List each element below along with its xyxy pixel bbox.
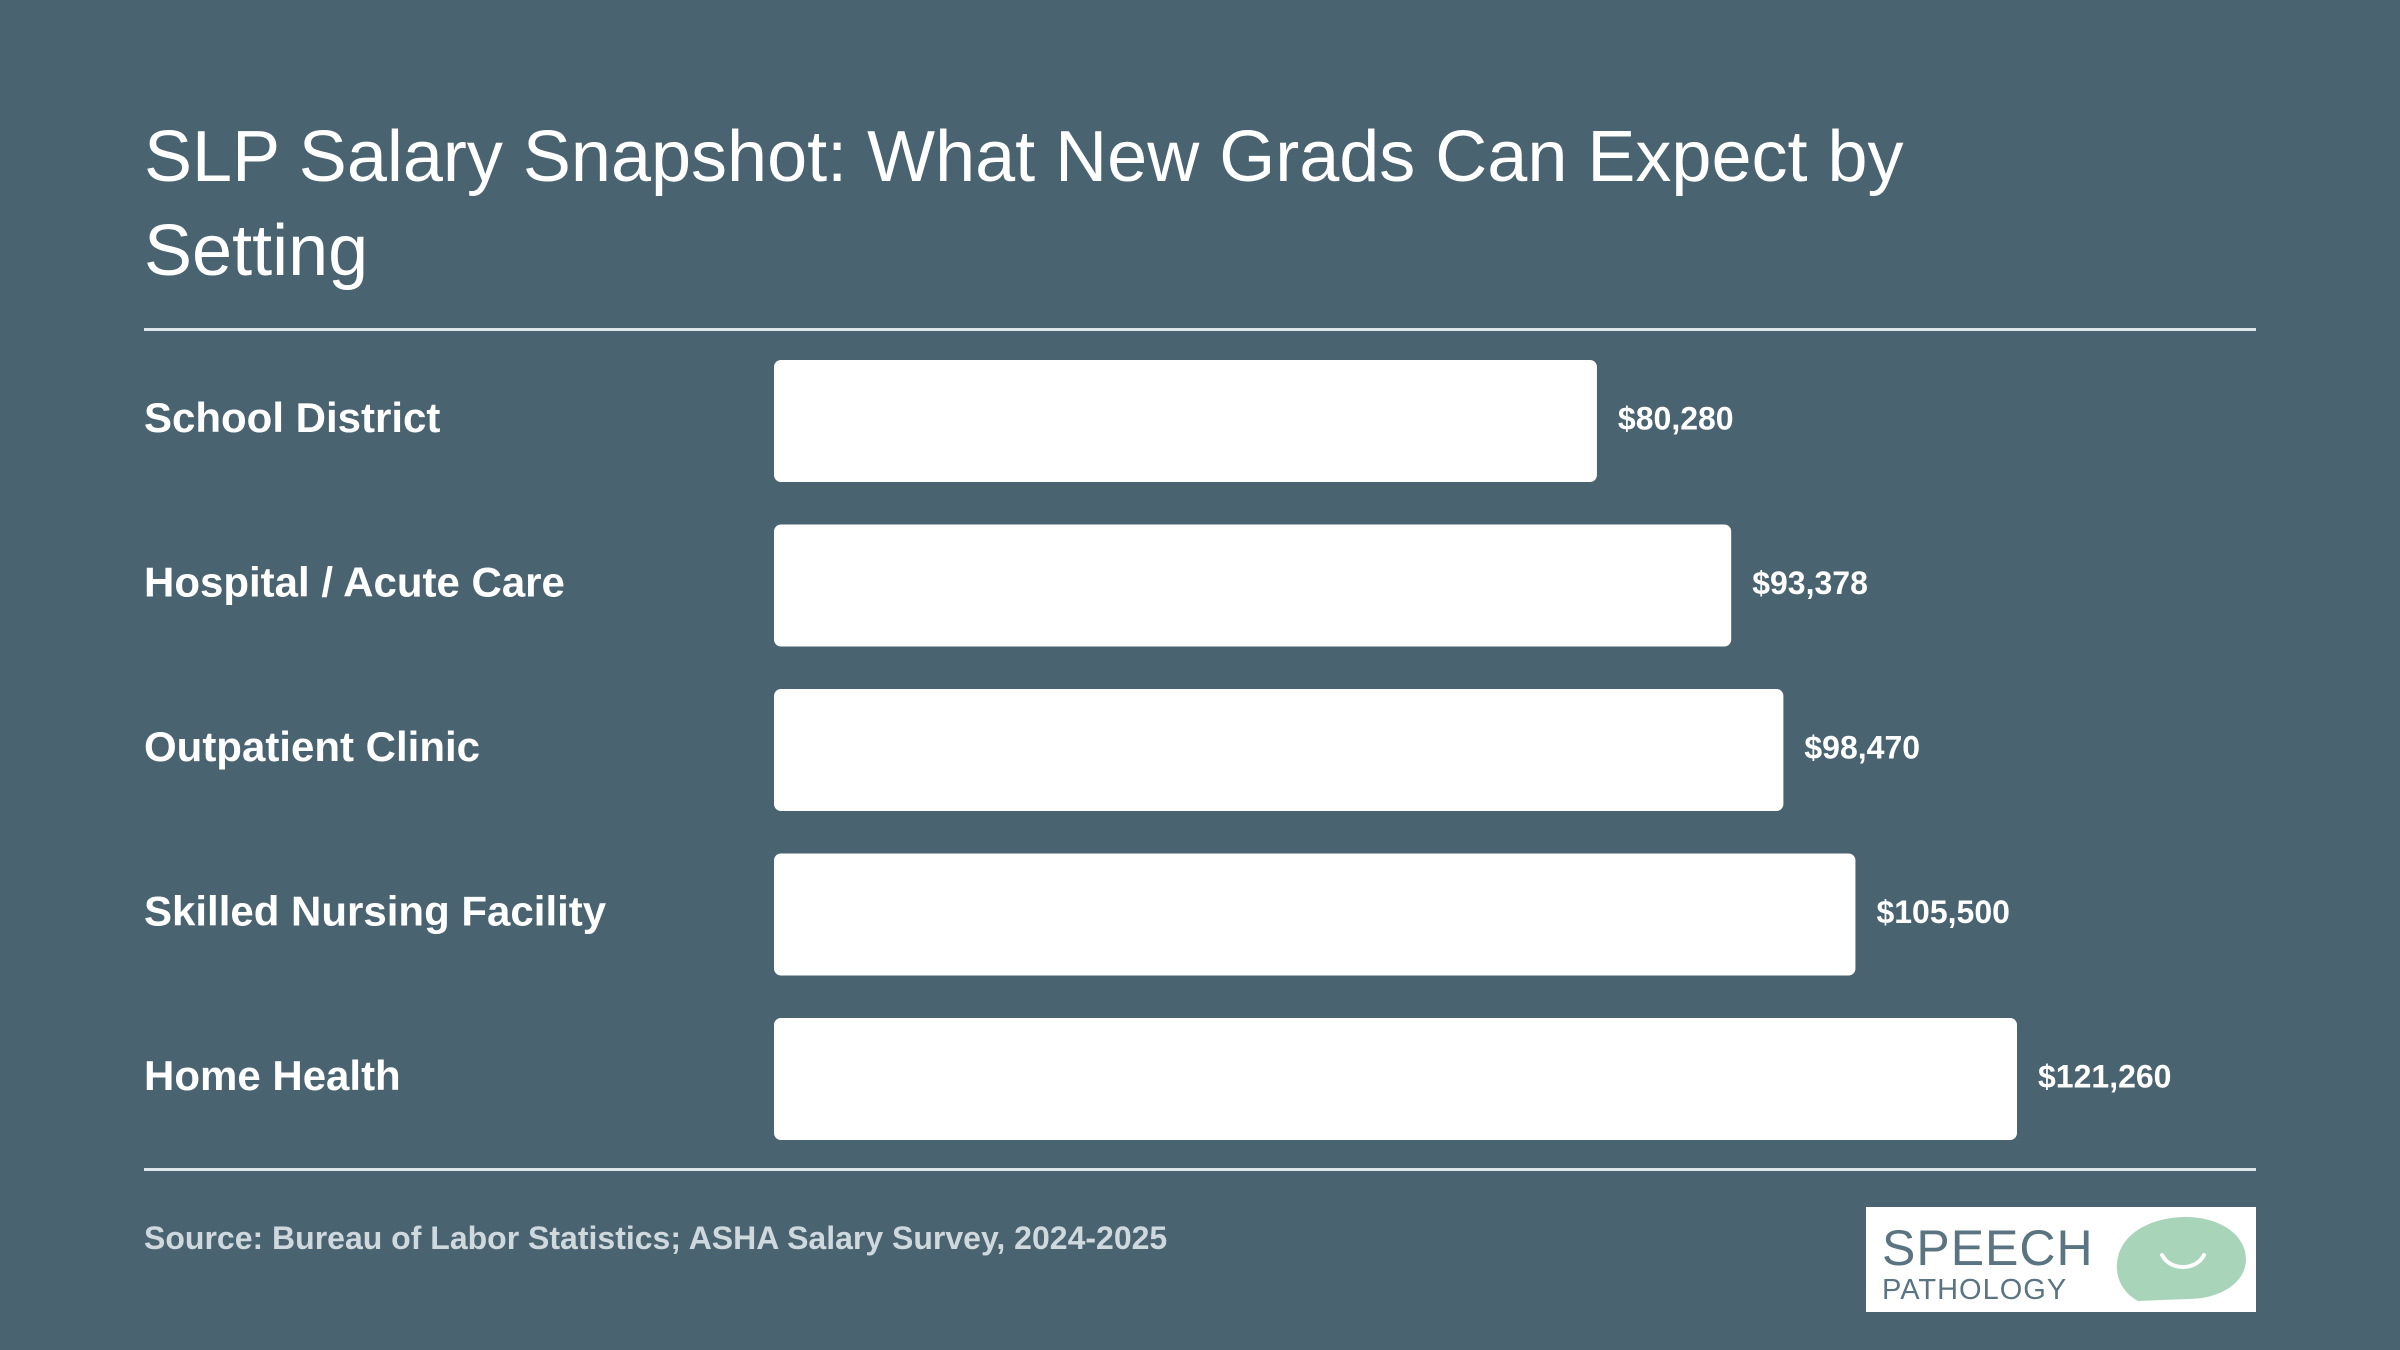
category-label: Hospital / Acute Care xyxy=(144,559,565,606)
top-divider xyxy=(144,328,2256,331)
value-label: $121,260 xyxy=(2038,1058,2171,1094)
bar xyxy=(774,689,1784,811)
bar xyxy=(774,1018,2017,1140)
value-label: $93,378 xyxy=(1752,565,1868,601)
logo-word-pathology: PATHOLOGY xyxy=(1882,1274,2068,1306)
value-label: $80,280 xyxy=(1618,400,1734,436)
logo-word-speech: SPEECH xyxy=(1882,1220,2094,1276)
category-label: Outpatient Clinic xyxy=(144,723,480,770)
bar xyxy=(774,853,1856,976)
bar xyxy=(774,360,1597,482)
chart-title: SLP Salary Snapshot: What New Grads Can … xyxy=(144,117,1904,291)
category-label: School District xyxy=(144,394,440,441)
category-label: Home Health xyxy=(144,1052,401,1099)
value-label: $105,500 xyxy=(1876,894,2009,930)
bottom-divider xyxy=(144,1168,2256,1171)
category-label: Skilled Nursing Facility xyxy=(144,888,607,935)
bar xyxy=(774,524,1732,647)
value-label: $98,470 xyxy=(1804,729,1920,765)
speech-pathology-logo: SPEECH PATHOLOGY xyxy=(1866,1207,2256,1312)
speech-bubble-icon xyxy=(2116,1217,2246,1301)
source-note: Source: Bureau of Labor Statistics; ASHA… xyxy=(144,1220,1168,1256)
